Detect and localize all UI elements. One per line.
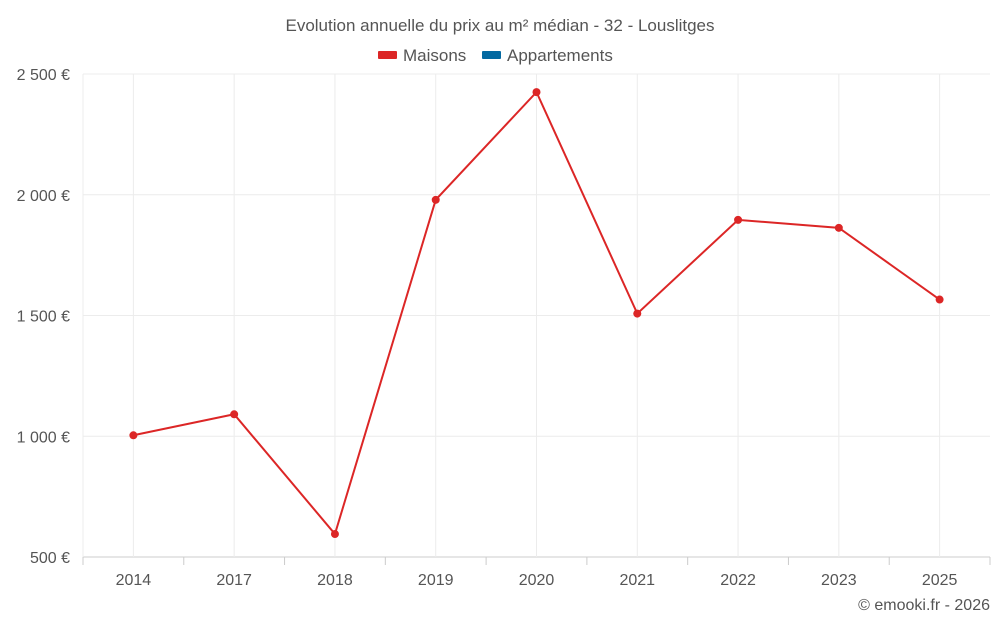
chart-title: Evolution annuelle du prix au m² médian … [285, 16, 714, 35]
x-tick-label: 2023 [821, 572, 857, 589]
x-tick-label: 2014 [116, 572, 152, 589]
series-layer [129, 88, 944, 539]
data-point [935, 295, 944, 304]
y-tick-label: 1 500 € [17, 309, 70, 326]
x-tick-label: 2025 [922, 572, 958, 589]
x-tick-label: 2017 [216, 572, 252, 589]
x-axis: 2014 2017 2018 2019 2020 2021 2022 2023 2025 [82, 557, 991, 589]
credit: © emooki.fr - 2026 [858, 597, 990, 614]
data-point [330, 530, 339, 539]
y-tick-label: 500 € [30, 550, 70, 567]
data-point [734, 215, 743, 224]
y-tick-label: 2 000 € [17, 188, 70, 205]
legend-swatch-appartements [482, 51, 501, 59]
data-point [532, 88, 541, 97]
y-tick-label: 2 500 € [17, 67, 70, 84]
y-axis: 500 € 1 000 € 1 500 € 2 000 € 2 500 € [17, 67, 70, 567]
data-point [834, 223, 843, 232]
data-point [230, 410, 239, 419]
x-tick-label: 2022 [720, 572, 756, 589]
legend-swatch-maisons [378, 51, 397, 59]
data-point [129, 431, 138, 440]
x-tick-label: 2021 [619, 572, 655, 589]
legend-label-maisons: Maisons [403, 46, 466, 65]
data-point [633, 309, 642, 318]
grid [82, 73, 990, 558]
y-tick-label: 1 000 € [17, 429, 70, 446]
legend: Maisons Appartements [378, 46, 613, 65]
data-point [431, 195, 440, 204]
x-tick-label: 2020 [519, 572, 555, 589]
x-tick-label: 2019 [418, 572, 454, 589]
legend-label-appartements: Appartements [507, 46, 613, 65]
x-tick-label: 2018 [317, 572, 353, 589]
